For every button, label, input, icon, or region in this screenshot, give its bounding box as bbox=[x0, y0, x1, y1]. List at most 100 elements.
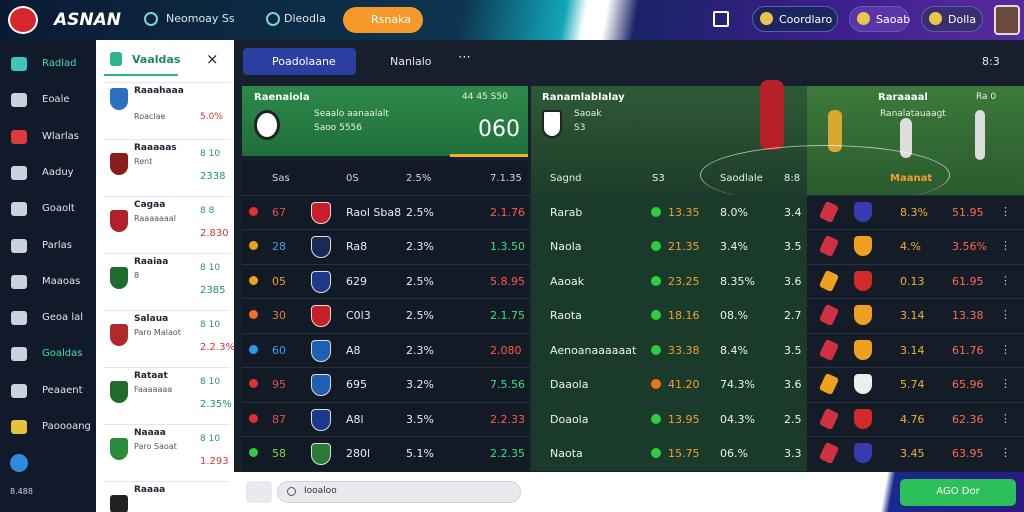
item-odd: 8 10 bbox=[200, 377, 221, 387]
row-menu[interactable]: ⋮ bbox=[1000, 411, 1011, 425]
table-cell: 695 bbox=[346, 378, 367, 391]
status-dot bbox=[651, 275, 661, 286]
team-icon bbox=[854, 443, 872, 463]
tab-more[interactable]: ⋯ bbox=[458, 50, 471, 65]
separator bbox=[104, 424, 230, 425]
table-cell: 58 bbox=[272, 447, 286, 460]
item-odd: 8 10 bbox=[200, 149, 221, 159]
sidebar-item[interactable]: Peaaent bbox=[42, 384, 83, 396]
sidebar-footer-icon bbox=[10, 454, 28, 472]
item-sub: Raaaaaaal bbox=[134, 214, 176, 223]
item-name: Cagaa bbox=[134, 200, 166, 210]
table-cell: 0.13 bbox=[900, 274, 925, 288]
status-dot bbox=[651, 413, 661, 424]
table-cell: Raota bbox=[550, 309, 582, 322]
row-icon bbox=[249, 275, 258, 285]
close-icon[interactable]: × bbox=[206, 50, 219, 68]
row-menu[interactable]: ⋮ bbox=[1000, 342, 1011, 356]
table-cell: 2.080 bbox=[490, 343, 522, 357]
row-menu[interactable]: ⋮ bbox=[1000, 377, 1011, 390]
search-text: Iooaloo bbox=[304, 486, 337, 496]
row-menu[interactable]: ⋮ bbox=[1000, 273, 1011, 287]
sidebar-item[interactable]: Radlad bbox=[42, 58, 77, 69]
row-menu[interactable]: ⋮ bbox=[1000, 204, 1011, 218]
team-icon bbox=[854, 339, 872, 360]
nav-link[interactable]: Dleodla bbox=[284, 12, 326, 25]
row-icon bbox=[249, 379, 258, 388]
item-price: 2385 bbox=[200, 285, 226, 296]
sidebar-item[interactable]: Maaoas bbox=[42, 275, 81, 287]
table-header: 0S bbox=[346, 173, 359, 184]
search-icon bbox=[287, 487, 296, 496]
table-cell: 2.1.75 bbox=[490, 309, 525, 322]
row-line bbox=[242, 194, 1024, 196]
table-cell: 2.5% bbox=[406, 205, 434, 219]
sidebar-item[interactable]: Wlarlas bbox=[42, 130, 80, 142]
sidebar-item[interactable]: Goaldas bbox=[42, 348, 83, 360]
row-menu[interactable]: ⋮ bbox=[1000, 308, 1011, 321]
table-cell: 1.3.50 bbox=[490, 240, 525, 253]
card-logo bbox=[542, 110, 562, 138]
header-button[interactable]: Saoab bbox=[849, 6, 910, 32]
status-dot bbox=[651, 310, 661, 320]
sidebar-item[interactable]: Goaolt bbox=[42, 203, 75, 215]
team-badge bbox=[311, 339, 331, 362]
separator bbox=[104, 481, 230, 482]
table-cell: Aenoanaaaaaat bbox=[550, 343, 637, 357]
table-cell: 61.76 bbox=[952, 343, 984, 357]
table-header: Sagnd bbox=[550, 173, 582, 184]
card-line: Saoo 5556 bbox=[314, 123, 363, 133]
row-menu[interactable]: ⋮ bbox=[1000, 446, 1011, 459]
row-line bbox=[242, 332, 1024, 334]
item-name: Raaaaas bbox=[134, 143, 177, 153]
footer-button[interactable]: AGO Dor bbox=[900, 479, 1016, 506]
table-cell: A8 bbox=[346, 343, 361, 357]
table-cell: 62.36 bbox=[952, 412, 984, 426]
item-sub: Roaclae bbox=[134, 112, 166, 121]
sidebar-item[interactable]: Aaduy bbox=[42, 166, 74, 178]
card-meta: Ra 0 bbox=[976, 92, 997, 102]
table-cell: 8.3% bbox=[900, 205, 928, 219]
watchlist-underline bbox=[104, 74, 178, 76]
sidebar-item[interactable]: Eoale bbox=[42, 94, 70, 106]
table-cell: 65.96 bbox=[952, 378, 984, 391]
player bbox=[975, 110, 985, 160]
item-price: 2.35% bbox=[200, 399, 232, 410]
team-icon bbox=[854, 236, 872, 256]
nav-icon bbox=[266, 12, 280, 26]
nav-icon bbox=[144, 12, 158, 26]
sidebar-item[interactable]: Paoooang bbox=[42, 421, 91, 432]
search-box[interactable] bbox=[277, 481, 521, 503]
status-dot bbox=[651, 344, 661, 355]
table-cell: 87 bbox=[272, 412, 286, 426]
table-header: S3 bbox=[652, 173, 665, 184]
card-title: Raenaiola bbox=[254, 92, 310, 103]
team-badge bbox=[110, 381, 128, 403]
table-cell: 33.38 bbox=[668, 343, 700, 357]
tab[interactable]: Nanlalo bbox=[390, 55, 432, 68]
action-button[interactable]: Rsnaka bbox=[343, 7, 423, 33]
item-odd: 8 8 bbox=[200, 206, 215, 216]
row-menu[interactable]: ⋮ bbox=[1000, 239, 1011, 252]
sidebar-icon bbox=[11, 93, 27, 108]
tab-right: 8:3 bbox=[982, 55, 1000, 68]
item-odd: 5.0% bbox=[200, 112, 223, 122]
sidebar-item[interactable]: Parlas bbox=[42, 239, 72, 251]
tab[interactable]: Poadolaane bbox=[272, 55, 336, 68]
nav-link[interactable]: Neomoay Ss bbox=[166, 12, 235, 25]
table-cell: 05 bbox=[272, 274, 286, 288]
card-line: S3 bbox=[574, 123, 586, 133]
sidebar-footer: 8.488 bbox=[10, 487, 33, 496]
status-dot bbox=[651, 241, 661, 251]
item-price: 2.830 bbox=[200, 228, 229, 239]
sidebar-item[interactable]: Geoa lal bbox=[42, 312, 84, 324]
table-cell: 15.75 bbox=[668, 447, 700, 460]
item-price: 1.293 bbox=[200, 456, 229, 467]
footer-icon bbox=[246, 481, 272, 503]
table-cell: 4.% bbox=[900, 240, 921, 253]
table-cell: 8.0% bbox=[720, 205, 748, 219]
header-button-icon bbox=[857, 12, 870, 25]
table-cell: 04.3% bbox=[720, 412, 755, 426]
table-cell: 18.16 bbox=[668, 309, 700, 322]
table-cell: Raol Sba8 bbox=[346, 205, 402, 219]
